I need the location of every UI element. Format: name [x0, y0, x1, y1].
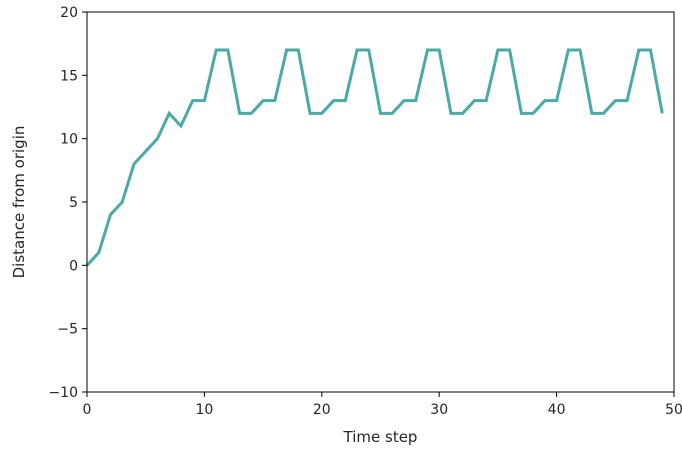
y-tick-label: −5	[57, 322, 78, 338]
x-tick-label: 10	[195, 402, 213, 418]
y-tick-label: −10	[48, 385, 78, 401]
x-tick-label: 20	[313, 402, 331, 418]
y-axis-label: Distance from origin	[10, 126, 28, 279]
x-axis: 0 10 20 30 40 50	[83, 392, 682, 418]
plot-frame	[86, 11, 675, 393]
y-axis: −10 −5 0 5 10 15 20	[48, 5, 87, 401]
y-tick-label: 20	[60, 5, 78, 21]
y-tick-label: 10	[60, 132, 78, 148]
x-tick-label: 50	[665, 402, 682, 418]
x-tick-label: 40	[548, 402, 566, 418]
series-layer	[85, 48, 664, 267]
x-tick-label: 0	[83, 402, 92, 418]
y-tick-label: 0	[69, 258, 78, 274]
y-tick-label: 15	[60, 68, 78, 84]
series-line-0	[85, 48, 664, 267]
y-tick-label: 5	[69, 195, 78, 211]
x-axis-label: Time step	[343, 428, 418, 446]
x-tick-label: 30	[430, 402, 448, 418]
